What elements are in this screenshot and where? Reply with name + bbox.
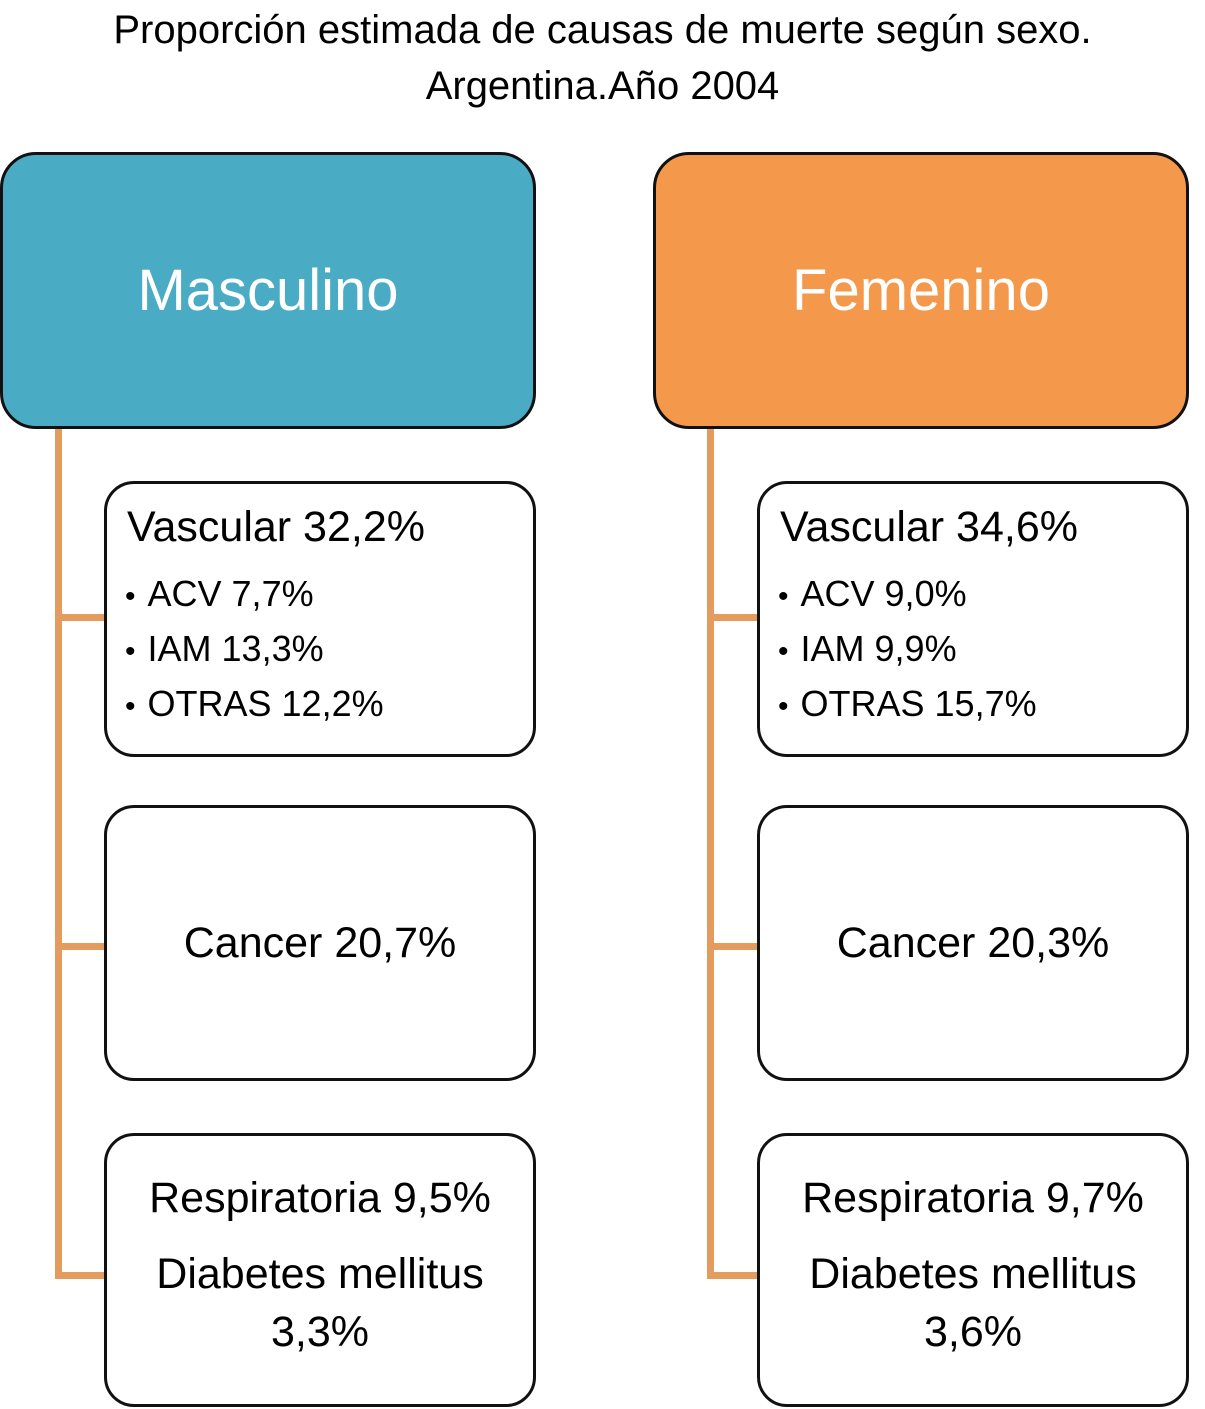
femenino-header: Femenino	[653, 152, 1189, 429]
list-item: • ACV 7,7%	[125, 573, 314, 614]
masculino-vascular-title: Vascular 32,2%	[127, 503, 425, 551]
title-line-2: Argentina.Año 2004	[425, 64, 780, 108]
bullet-icon: •	[125, 690, 136, 723]
femenino-vascular-card: Vascular 34,6% • ACV 9,0% • IAM 9,9% • OTRA…	[757, 481, 1189, 757]
masculino-cancer-card: Cancer 20,7%	[104, 805, 536, 1081]
masculino-vascular-card: Vascular 32,2% • ACV 7,7% • IAM 13,3% • OTR…	[104, 481, 536, 757]
femenino-connector-vascular	[707, 614, 759, 621]
femenino-diabetes-label: Diabetes mellitus	[809, 1250, 1137, 1298]
list-item: • OTRAS 12,2%	[125, 683, 384, 724]
title-line-1: Proporción estimada de causas de muerte …	[113, 8, 1092, 52]
masculino-header-label: Masculino	[137, 258, 399, 323]
diagram-title: Proporción estimada de causas de muerte …	[0, 2, 1205, 114]
femenino-connector-cancer	[707, 943, 759, 950]
femenino-respiratoria-card: Respiratoria 9,7% Diabetes mellitus 3,6%	[757, 1133, 1189, 1407]
femenino-respiratoria-label: Respiratoria 9,7%	[802, 1174, 1144, 1222]
masculino-respiratoria-card: Respiratoria 9,5% Diabetes mellitus 3,3%	[104, 1133, 536, 1407]
masculino-diabetes-value: 3,3%	[270, 1308, 369, 1356]
bullet-icon: •	[125, 580, 136, 613]
masculino-connector-cancer	[55, 943, 107, 950]
bullet-icon: •	[778, 580, 789, 613]
list-item: • ACV 9,0%	[778, 573, 967, 614]
masculino-vascular-list: • ACV 7,7% • IAM 13,3% • OTRAS 12,2%	[125, 568, 533, 733]
bullet-icon: •	[778, 635, 789, 668]
masculino-cancer-label: Cancer 20,7%	[183, 919, 457, 967]
masculino-diabetes-label: Diabetes mellitus	[156, 1250, 484, 1298]
list-item: • IAM 9,9%	[778, 628, 957, 669]
masculino-connector-vascular	[55, 614, 107, 621]
femenino-vascular-list: • ACV 9,0% • IAM 9,9% • OTRAS 15,7%	[778, 568, 1186, 733]
masculino-connector-respiratoria	[55, 1272, 107, 1279]
femenino-connector-vertical	[707, 428, 714, 1279]
femenino-diabetes-value: 3,6%	[923, 1308, 1022, 1356]
masculino-header: Masculino	[0, 152, 536, 429]
list-item: • IAM 13,3%	[125, 628, 324, 669]
femenino-connector-respiratoria	[707, 1272, 759, 1279]
masculino-connector-vertical	[55, 428, 62, 1279]
masculino-respiratoria-label: Respiratoria 9,5%	[149, 1174, 491, 1222]
femenino-cancer-label: Cancer 20,3%	[836, 919, 1110, 967]
femenino-header-label: Femenino	[792, 258, 1050, 323]
bullet-icon: •	[778, 690, 789, 723]
list-item: • OTRAS 15,7%	[778, 683, 1037, 724]
bullet-icon: •	[125, 635, 136, 668]
femenino-cancer-card: Cancer 20,3%	[757, 805, 1189, 1081]
femenino-vascular-title: Vascular 34,6%	[780, 503, 1078, 551]
